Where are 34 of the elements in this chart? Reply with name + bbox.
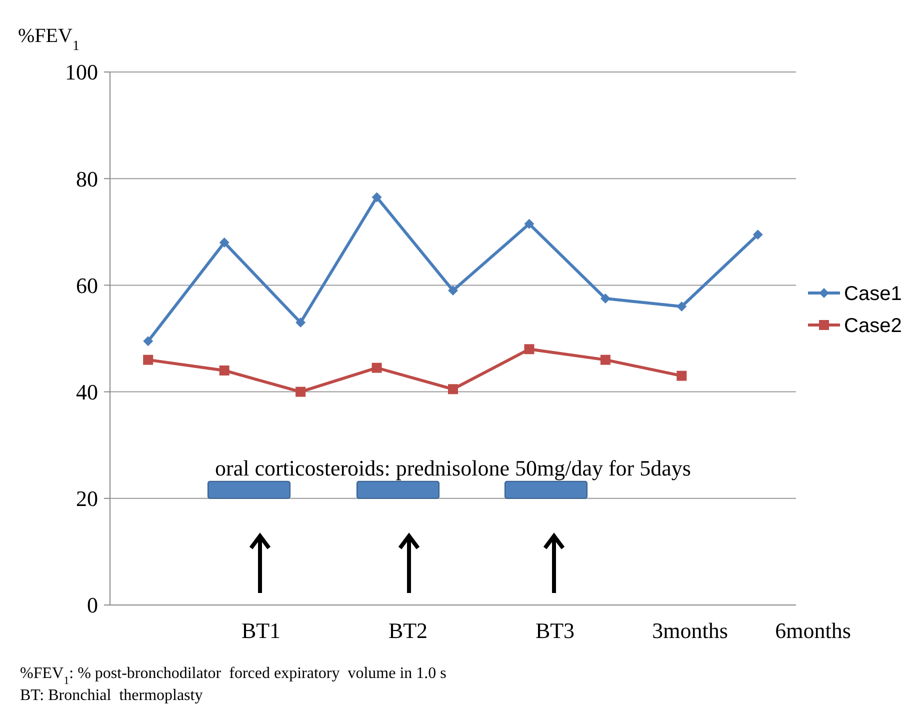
- point: [676, 302, 687, 312]
- legend-label: Case1: [844, 283, 902, 305]
- y-tick-label: 60: [76, 272, 98, 298]
- y-tick-label: 0: [87, 592, 98, 618]
- point: [448, 286, 458, 296]
- point: [524, 344, 534, 354]
- text: BT1: [241, 618, 281, 643]
- point: [372, 362, 382, 373]
- point: [600, 294, 610, 304]
- point: [752, 230, 763, 240]
- text: %FEV$_{1}$: % post-bronchodilator forced expiratory volume in 1.0 s: [20, 665, 446, 687]
- text: BT2: [388, 618, 428, 643]
- point: [524, 218, 534, 229]
- point: [372, 192, 382, 202]
- text: BT: Bronchial thermoplasty: [20, 687, 203, 704]
- text: 6months: [775, 618, 851, 643]
- point: [600, 354, 610, 365]
- point: [143, 354, 154, 365]
- text: 3months: [652, 618, 728, 643]
- y-tick-label: 100: [65, 60, 98, 85]
- point: [448, 384, 458, 394]
- legend-label: Case2: [844, 315, 902, 337]
- y-tick-label: 80: [76, 166, 98, 192]
- point: [296, 386, 306, 397]
- annotation: oral corticosteroids: prednisolone 50mg/day for 5days: [215, 455, 691, 480]
- y-tick-label: 40: [76, 380, 98, 404]
- y-axis-title: %FEV$_{1}$: [18, 25, 80, 54]
- point: [219, 365, 230, 376]
- point: [296, 318, 306, 328]
- y-tick-label: 20: [76, 486, 98, 512]
- point: [143, 336, 154, 346]
- point: [676, 370, 687, 381]
- point: [219, 238, 230, 248]
- text: BT3: [535, 618, 575, 643]
